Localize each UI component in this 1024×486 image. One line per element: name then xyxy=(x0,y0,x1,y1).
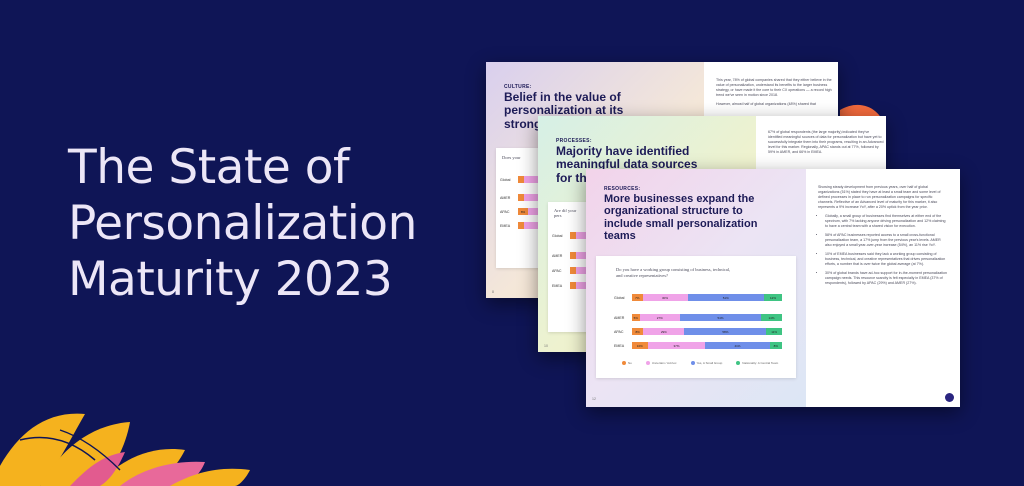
bar-segment: 5% xyxy=(632,314,640,321)
legend-label: Yes, A Small Group xyxy=(696,361,723,365)
row-label: EMEA xyxy=(552,283,563,288)
bar-segment: 30% xyxy=(642,294,688,301)
row-label: Global xyxy=(500,177,511,182)
legend-swatch xyxy=(736,361,741,366)
bar-segment xyxy=(518,222,524,229)
body-paragraph: However, almost half of global organizat… xyxy=(716,102,816,106)
bar-segment xyxy=(570,232,576,239)
bar-segment: 8% xyxy=(632,328,644,335)
bar-segment: 29% xyxy=(643,328,685,335)
hero-title-line-3: Maturity 2023 xyxy=(68,252,393,307)
page-number: 10 xyxy=(544,344,548,348)
hero-title-line-1: The State of xyxy=(68,140,350,195)
bar-segment xyxy=(570,267,576,274)
page-number: 8 xyxy=(492,290,494,294)
bar-segment: 54% xyxy=(680,314,761,321)
spread-body: 67% of global respondents (the large maj… xyxy=(768,130,884,159)
body-paragraph: This year, 78% of global companies share… xyxy=(716,78,832,97)
legend-label: Nationality: A Central Team xyxy=(742,361,779,365)
report-spread-resources: RESOURCES: More businesses expand the or… xyxy=(586,169,960,407)
card-question: Are dif your pers xyxy=(554,208,577,218)
stacked-bar: 8% 29% 58% 11% xyxy=(632,328,782,335)
bullet-item: 10% of EMEA businesses said they lack a … xyxy=(825,252,948,267)
row-label: AMER xyxy=(500,195,511,200)
body-paragraph: 67% of global respondents (the large maj… xyxy=(768,130,884,154)
row-label: APAC xyxy=(500,209,510,214)
chart-row: APAC 8% 29% 58% 11% xyxy=(614,328,782,335)
row-label: EMEA xyxy=(500,223,511,228)
chart-legend: No Uncertain / Ad-hoc Yes, A Small Group… xyxy=(622,361,779,366)
row-label: APAC xyxy=(614,329,624,334)
stacked-bar: 10% 37% 41% 8% xyxy=(632,342,782,349)
bullet-item: Globally, a small group of businesses fi… xyxy=(825,214,948,229)
row-label: Global xyxy=(552,233,563,238)
spread-kicker: RESOURCES: xyxy=(604,186,641,192)
hero-title-line-2: Personalization xyxy=(68,196,417,251)
bar-segment: 58% xyxy=(684,328,767,335)
spread-kicker: PROCESSES: xyxy=(556,138,592,144)
bullet-list: Globally, a small group of businesses fi… xyxy=(818,214,948,286)
bar-segment: 8% xyxy=(518,208,528,215)
chart-row: Global 7% 30% 51% 12% xyxy=(614,294,782,301)
bar-segment: 7% xyxy=(632,294,643,301)
survey-chart-card: Do you have a working group consisting o… xyxy=(596,256,796,378)
bar-segment xyxy=(518,176,524,183)
row-label: APAC xyxy=(552,268,562,273)
bar-segment: 37% xyxy=(647,342,706,349)
bar-segment: 12% xyxy=(764,294,782,301)
bullet-item: 58% of APAC businesses reported access t… xyxy=(825,233,948,248)
decorative-leaves xyxy=(0,413,250,486)
row-label: EMEA xyxy=(614,343,625,348)
row-label: Global xyxy=(614,295,625,300)
page-number: 12 xyxy=(592,397,596,401)
legend-item: Yes, A Small Group xyxy=(690,361,723,366)
hero-title: The State of Personalization Maturity 20… xyxy=(68,140,488,308)
legend-swatch xyxy=(645,361,650,366)
chart-row: AMER 5% 27% 54% 14% xyxy=(614,314,782,321)
bar-segment xyxy=(518,194,524,201)
card-question: Do you have a working group consisting o… xyxy=(616,267,731,278)
legend-swatch xyxy=(622,361,626,366)
bar-segment xyxy=(570,252,576,259)
bar-segment: 41% xyxy=(705,342,770,349)
legend-item: Uncertain / Ad-hoc xyxy=(645,361,677,366)
bar-segment: 51% xyxy=(687,294,764,301)
body-paragraph: Showing steady development from previous… xyxy=(818,185,941,209)
bar-segment: 14% xyxy=(761,314,782,321)
spread-kicker: CULTURE: xyxy=(504,84,532,90)
bar-segment: 27% xyxy=(639,314,680,321)
legend-label: Uncertain / Ad-hoc xyxy=(651,361,677,365)
card-question: Does your xyxy=(502,155,521,160)
legend-item: No xyxy=(622,361,632,366)
stacked-bar: 5% 27% 54% 14% xyxy=(632,314,782,321)
spread-body: This year, 78% of global companies share… xyxy=(716,78,834,111)
bullet-item: 30% of global brands have ad-hoc support… xyxy=(825,271,948,286)
legend-item: Nationality: A Central Team xyxy=(736,361,779,366)
chart-row: EMEA 10% 37% 41% 8% xyxy=(614,342,782,349)
bar-segment: 10% xyxy=(632,342,648,349)
stacked-bar: 7% 30% 51% 12% xyxy=(632,294,782,301)
row-label: AMER xyxy=(552,253,563,258)
bar-segment: 11% xyxy=(766,328,782,335)
row-label: AMER xyxy=(614,315,625,320)
legend-swatch xyxy=(690,361,695,366)
brand-logo-icon xyxy=(945,393,954,402)
bar-segment xyxy=(570,282,576,289)
spread-body: Showing steady development from previous… xyxy=(818,185,948,290)
spread-title: More businesses expand the organizationa… xyxy=(604,193,758,242)
bar-segment: 8% xyxy=(769,342,782,349)
legend-label: No xyxy=(628,361,632,365)
